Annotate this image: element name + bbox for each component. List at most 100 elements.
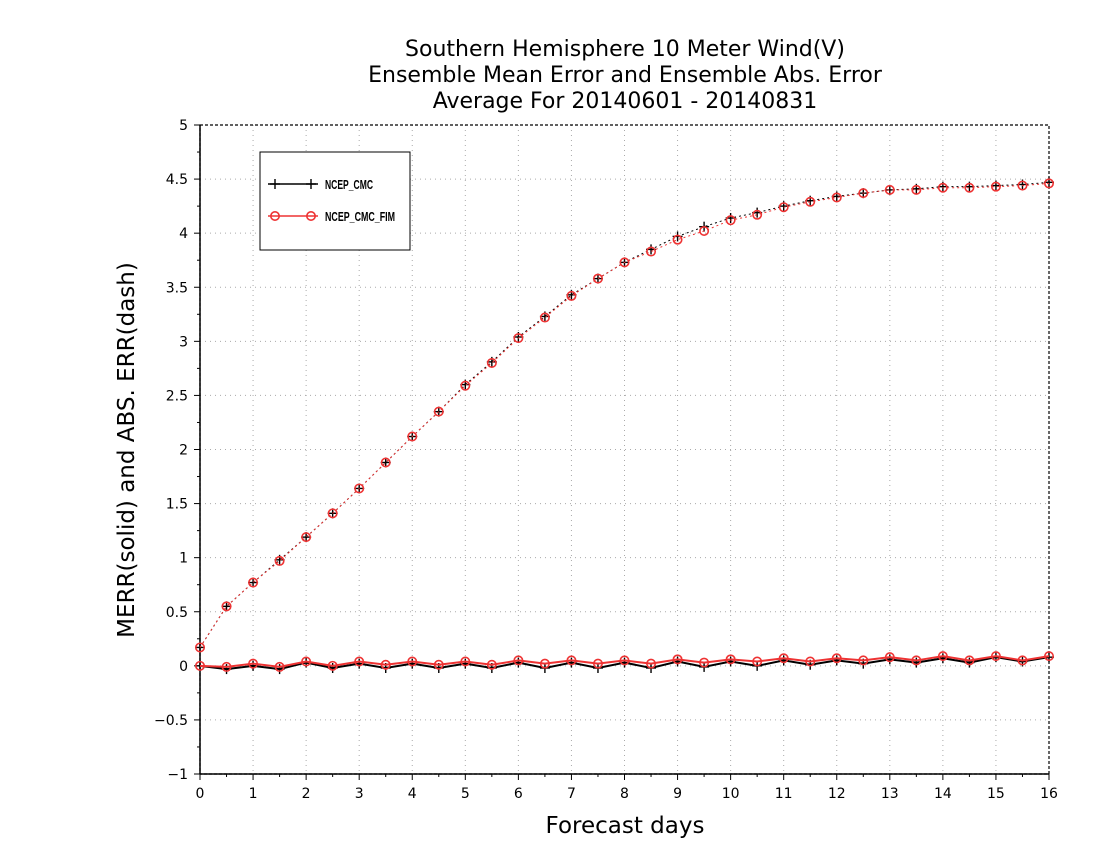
mean-error-point [460,656,471,667]
x-tick-label: 11 [775,786,793,802]
y-tick-label: 2.5 [166,388,188,404]
x-tick-label: 5 [461,786,470,802]
series-layer [195,177,1055,675]
abs-error-point [1044,178,1055,189]
abs-error-point [301,532,312,543]
y-tick-label: 1 [179,551,188,567]
mean-error-point [221,661,232,672]
x-tick-label: 9 [673,786,682,802]
mean-error-point [646,658,657,669]
abs-error-point [380,457,391,468]
x-tick-label: 0 [196,786,205,802]
mean-error-point [831,653,842,664]
legend-label-ncep-cmc: NCEP_CMC [325,177,373,192]
y-tick-label: 4 [179,226,188,242]
mean-error-point [195,660,206,671]
abs-error-point [354,483,365,494]
abs-error-point [805,196,816,207]
mean-error-point [858,655,869,666]
y-tick-label: 5 [179,118,188,134]
mean-error-point [327,660,338,671]
mean-error-point [380,659,391,670]
mean-error-point [1044,651,1055,662]
y-tick-label: 0 [179,659,188,675]
abs-error-point [619,257,630,268]
abs-error-point [566,290,577,301]
abs-error-point [699,226,710,237]
abs-error-point [221,601,232,612]
abs-error-point [672,234,683,245]
abs-error-point [937,182,948,193]
abs-error-point [752,209,763,220]
legend-label-ncep-cmc-fim: NCEP_CMC_FIM [325,209,395,224]
x-tick-label: 4 [408,786,417,802]
abs-error-point [407,431,418,442]
mean-error-point [619,655,630,666]
y-axis-label: MERR(solid) and ABS. ERR(dash) [114,262,140,638]
y-tick-label: 3.5 [166,280,188,296]
chart-title: Southern Hemisphere 10 Meter Wind(V)Ense… [368,37,883,114]
abs-error-point [884,184,895,195]
chart-title-line: Ensemble Mean Error and Ensemble Abs. Er… [368,63,883,88]
chart-title-line: Average For 20140601 - 20140831 [433,89,818,114]
y-tick-label: 0.5 [166,605,188,621]
x-tick-label: 8 [620,786,629,802]
abs-error-point [964,182,975,193]
abs-error-point [911,184,922,195]
legend: NCEP_CMC NCEP_CMC_FIM [259,151,411,251]
abs-error-point [460,380,471,391]
mean-error-point [672,654,683,665]
mean-error-point [911,655,922,666]
x-tick-label: 2 [302,786,311,802]
x-tick-label: 7 [567,786,576,802]
abs-error-point [433,406,444,417]
x-tick-label: 1 [249,786,258,802]
abs-error-line-ncep-cmc [199,181,1050,648]
abs-error-point [301,532,312,543]
abs-error-point [486,357,497,368]
legend-box [259,151,411,251]
x-axis-label: Forecast days [546,813,705,839]
abs-error-point [513,333,524,344]
axes: 0 1 2 3 4 5 6 7 8 9 10 11 12 13 14 15 16−1−0.500.511.522… [114,118,1058,839]
abs-error-point [248,577,259,588]
legend-marker-ncep-cmc [306,179,316,189]
mean-error-point [486,659,497,670]
abs-error-point [433,406,444,417]
abs-error-point [646,246,657,257]
x-tick-label: 6 [514,786,523,802]
mean-error-point [539,658,550,669]
abs-error-point [380,457,391,468]
mean-error-point [884,652,895,663]
y-tick-label: 4.5 [166,172,188,188]
mean-error-point [592,658,603,669]
abs-error-point [831,192,842,203]
mean-error-point [513,655,524,666]
abs-error-point [990,181,1001,192]
x-tick-label: 13 [881,786,899,802]
abs-error-line-ncep-cmc-fim [199,182,1050,648]
abs-error-point [248,577,259,588]
mean-error-point [301,656,312,667]
mean-error-point [725,654,736,665]
abs-error-point [592,273,603,284]
x-tick-label: 14 [934,786,952,802]
abs-error-point [327,508,338,519]
y-tick-label: −0.5 [154,713,188,729]
mean-error-point [990,651,1001,662]
mean-error-point [805,656,816,667]
y-tick-label: 3 [179,334,188,350]
legend-marker-ncep-cmc-fim [269,211,280,222]
mean-error-point [566,655,577,666]
mean-error-point [778,653,789,664]
mean-error-point [354,656,365,667]
legend-marker-ncep-cmc [270,179,280,189]
abs-error-point [1017,180,1028,191]
mean-error-point [937,651,948,662]
mean-error-point [433,659,444,670]
abs-error-point [195,642,206,653]
mean-error-point [274,661,285,672]
x-tick-label: 15 [987,786,1005,802]
y-tick-label: 1.5 [166,497,188,513]
series-ncep-cmc-fim [195,178,1055,672]
